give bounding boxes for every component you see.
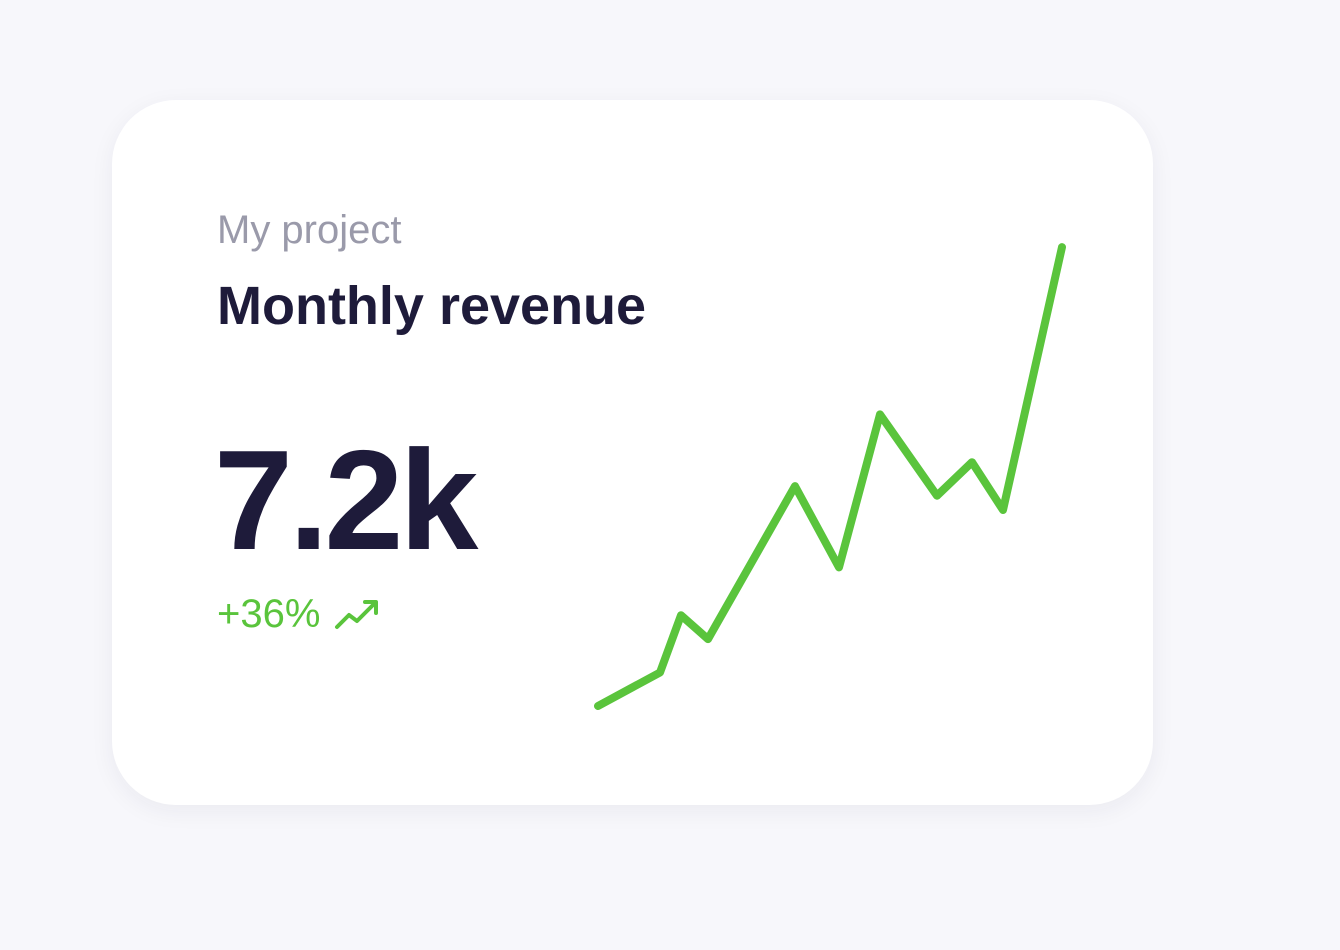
change-percent: +36% xyxy=(217,592,321,636)
revenue-change: +36% xyxy=(217,586,382,642)
sparkline-series xyxy=(594,243,1066,710)
card-title: Monthly revenue xyxy=(217,276,647,336)
revenue-value: 7.2k xyxy=(214,421,478,580)
project-name: My project xyxy=(217,208,402,252)
revenue-sparkline xyxy=(594,243,1066,710)
revenue-card: My project Monthly revenue 7.2k +36% xyxy=(112,100,1153,805)
trending-up-icon xyxy=(335,600,379,629)
